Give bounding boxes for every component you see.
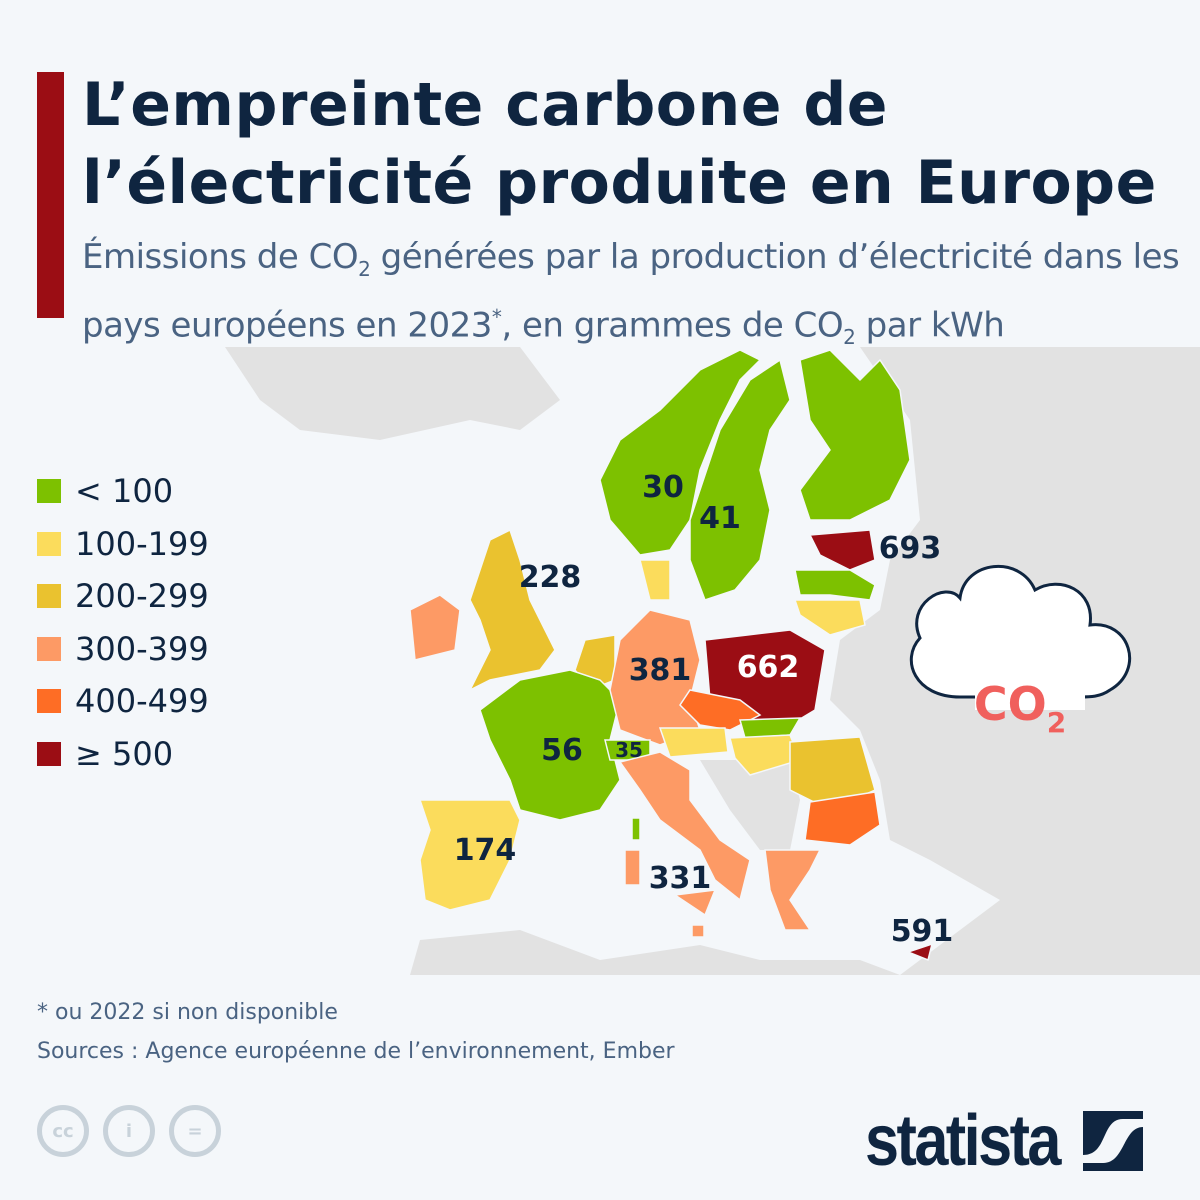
subtitle-part: générées par la production d’électricité… <box>82 237 1180 346</box>
country-finland <box>799 349 911 521</box>
legend-item: 100-199 <box>37 518 209 571</box>
country-sardinia <box>624 849 641 886</box>
country-lithuania <box>793 599 866 636</box>
eastern-land <box>410 347 1200 975</box>
label-spain: 174 <box>454 833 517 868</box>
country-sweden <box>689 358 791 601</box>
country-norway <box>599 349 762 556</box>
legend-item: 300-399 <box>37 623 209 676</box>
legend-swatch <box>37 479 61 504</box>
subscript: 2 <box>358 256 371 281</box>
europe-map: 30 41 693 228 381 662 56 35 174 331 591 … <box>225 347 1200 975</box>
cloud-icon: CO2 <box>909 565 1132 739</box>
legend-swatch <box>37 636 61 661</box>
country-france <box>479 669 621 821</box>
legend-item: 200-299 <box>37 570 209 623</box>
country-greece <box>764 849 822 931</box>
legend-label: 400-499 <box>75 682 209 721</box>
legend-item: < 100 <box>37 465 209 518</box>
label-sweden: 41 <box>699 501 741 536</box>
subtitle: Émissions de CO2 générées par la product… <box>82 233 1182 361</box>
country-bulgaria <box>804 791 881 846</box>
subtitle-part: , en grammes de CO <box>501 305 844 346</box>
country-uk <box>468 528 556 692</box>
label-france: 56 <box>541 733 583 768</box>
country-denmark <box>639 559 671 601</box>
legend-label: 300-399 <box>75 629 209 668</box>
cc-icon[interactable]: cc <box>37 1105 89 1157</box>
country-latvia <box>794 569 876 601</box>
label-estonia: 693 <box>879 531 942 566</box>
iceland-area <box>225 347 560 440</box>
balkans <box>700 760 800 850</box>
subtitle-part: par kWh <box>855 305 1005 346</box>
title-line-2: l’électricité produite en Europe <box>82 148 1157 218</box>
legend-label: ≥ 500 <box>75 734 174 773</box>
country-slovakia <box>739 717 802 739</box>
legend-swatch <box>37 584 61 609</box>
statista-logo[interactable]: statista <box>865 1100 1144 1182</box>
label-poland: 662 <box>737 650 800 685</box>
country-estonia <box>808 529 876 571</box>
country-hungary <box>729 734 802 776</box>
label-norway: 30 <box>642 470 684 505</box>
legend-swatch <box>37 741 61 766</box>
country-sicily <box>672 889 717 917</box>
legend-item: ≥ 500 <box>37 728 209 781</box>
legend-label: < 100 <box>75 472 174 511</box>
legend-label: 200-299 <box>75 577 209 616</box>
footnote: * ou 2022 si non disponible <box>37 1000 338 1025</box>
subscript: 2 <box>843 324 856 349</box>
country-ireland <box>409 594 461 661</box>
legend-swatch <box>37 531 61 556</box>
country-austria <box>658 727 729 758</box>
legend-item: 400-499 <box>37 675 209 728</box>
country-malta <box>691 924 705 938</box>
attribution-icon[interactable]: i <box>103 1105 155 1157</box>
label-germany: 381 <box>629 653 692 688</box>
country-cyprus <box>905 942 934 962</box>
no-derivatives-icon[interactable]: = <box>169 1105 221 1157</box>
legend-swatch <box>37 689 61 714</box>
license-icons: cc i = <box>37 1105 221 1157</box>
cloud-co2-text: CO2 <box>974 677 1066 739</box>
country-italy <box>618 751 751 902</box>
footnote-mark: * <box>491 304 502 329</box>
country-corsica <box>631 817 641 841</box>
legend: < 100 100-199 200-299 300-399 400-499 ≥ … <box>37 465 209 780</box>
label-uk: 228 <box>519 560 582 595</box>
statista-logo-icon <box>1083 1111 1144 1171</box>
country-spain <box>418 799 521 911</box>
title-line-1: L’empreinte carbone de <box>82 70 888 140</box>
label-cyprus: 591 <box>891 914 954 949</box>
label-switzerland: 35 <box>615 738 643 762</box>
legend-label: 100-199 <box>75 524 209 563</box>
sources: Sources : Agence européenne de l’environ… <box>37 1039 675 1064</box>
subtitle-part: Émissions de CO <box>82 237 359 277</box>
logo-wordmark: statista <box>865 1101 1061 1181</box>
label-italy: 331 <box>649 861 712 896</box>
page-title: L’empreinte carbone de l’électricité pro… <box>82 66 1157 222</box>
accent-bar <box>37 72 64 318</box>
background-land <box>225 347 1200 975</box>
